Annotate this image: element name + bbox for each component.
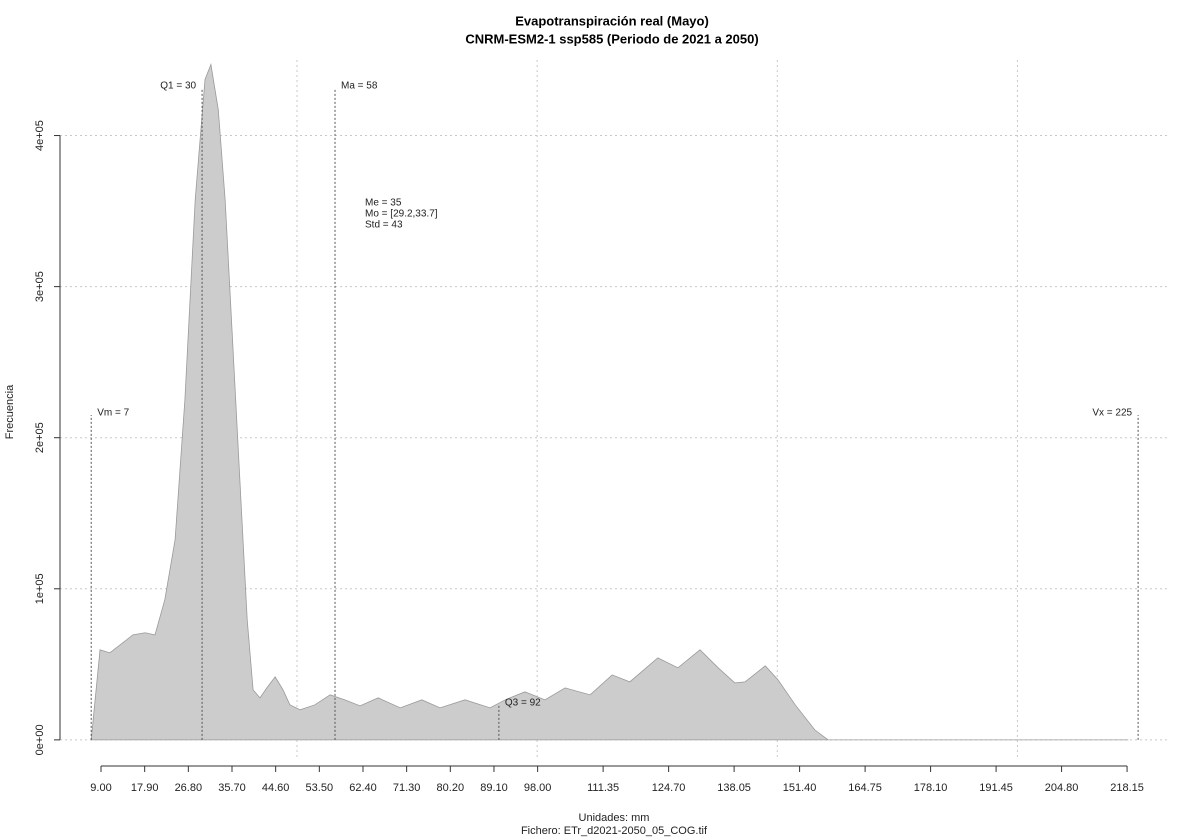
x-tick-label: 138.05 [717, 782, 751, 794]
reference-label: Vx = 225 [1092, 408, 1132, 419]
reference-label: Q3 = 92 [505, 698, 541, 709]
y-tick-label: 1e+05 [34, 573, 46, 604]
reference-label: Ma = 58 [341, 81, 378, 92]
x-tick-label: 164.75 [848, 782, 882, 794]
x-tick-label: 9.00 [90, 782, 111, 794]
stat-label: Std = 43 [365, 220, 403, 231]
y-tick-label: 4e+05 [34, 120, 46, 151]
x-tick-label: 98.00 [524, 782, 552, 794]
x-tick-label: 17.90 [131, 782, 159, 794]
x-tick-label: 89.10 [480, 782, 508, 794]
x-tick-label: 80.20 [437, 782, 465, 794]
x-tick-label: 218.15 [1110, 782, 1144, 794]
x-tick-label: 53.50 [306, 782, 334, 794]
x-tick-label: 35.70 [218, 782, 246, 794]
reference-label: Q1 = 30 [160, 81, 196, 92]
stat-label: Me = 35 [365, 198, 402, 209]
x-tick-label: 191.45 [979, 782, 1013, 794]
x-tick-label: 178.10 [914, 782, 948, 794]
y-axis-label: Frecuencia [4, 384, 16, 439]
x-tick-label: 44.60 [262, 782, 290, 794]
x-tick-label: 124.70 [652, 782, 686, 794]
chart-subtitle: CNRM-ESM2-1 ssp585 (Periodo de 2021 a 20… [465, 31, 758, 46]
x-tick-label: 204.80 [1045, 782, 1079, 794]
caption: Fichero: ETr_d2021-2050_05_COG.tif [521, 825, 708, 837]
density-area [90, 63, 1129, 741]
x-tick-label: 71.30 [393, 782, 421, 794]
y-tick-label: 0e+00 [34, 724, 46, 755]
y-tick-label: 3e+05 [34, 271, 46, 302]
x-tick-label: 62.40 [349, 782, 377, 794]
x-axis-label: Unidades: mm [579, 812, 650, 824]
y-tick-label: 2e+05 [34, 422, 46, 453]
reference-label: Vm = 7 [97, 408, 129, 419]
stat-label: Mo = [29.2,33.7] [365, 209, 438, 220]
x-tick-label: 111.35 [587, 782, 619, 794]
x-tick-label: 26.80 [175, 782, 203, 794]
chart-title: Evapotranspiración real (Mayo) [515, 13, 709, 28]
x-tick-label: 151.40 [783, 782, 817, 794]
